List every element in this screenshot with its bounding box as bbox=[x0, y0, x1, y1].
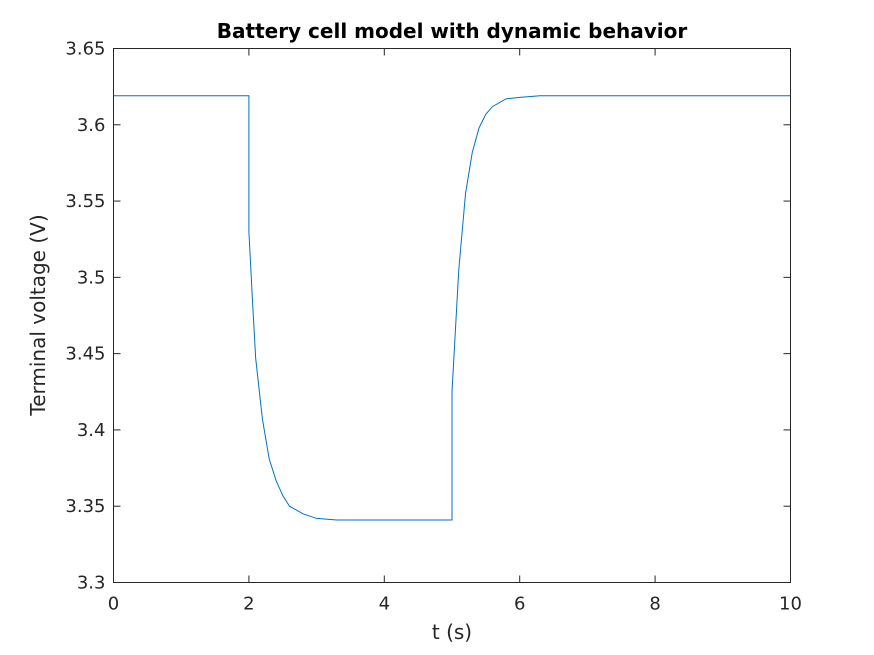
y-tick-label: 3.4 bbox=[77, 420, 106, 441]
x-tick-label: 0 bbox=[108, 594, 119, 615]
y-axis-label: Terminal voltage (V) bbox=[26, 214, 50, 416]
series-line bbox=[113, 95, 791, 521]
x-tick-label: 10 bbox=[779, 594, 802, 615]
y-tick-label: 3.35 bbox=[65, 496, 105, 517]
y-tick-label: 3.3 bbox=[77, 573, 106, 594]
chart-title: Battery cell model with dynamic behavior bbox=[217, 19, 688, 43]
axes-box bbox=[113, 48, 791, 583]
x-tick-label: 4 bbox=[379, 594, 390, 615]
y-tick-label: 3.65 bbox=[65, 39, 105, 60]
x-axis-label: t (s) bbox=[432, 620, 472, 644]
x-axis-ticks: 0 2 4 6 8 10 bbox=[108, 48, 802, 615]
y-tick-label: 3.45 bbox=[65, 344, 105, 365]
y-tick-label: 3.5 bbox=[77, 267, 106, 288]
x-tick-label: 2 bbox=[243, 594, 254, 615]
y-axis-ticks: 3.3 3.35 3.4 3.45 3.5 3.55 3.6 3.65 bbox=[65, 39, 791, 594]
x-tick-label: 6 bbox=[514, 594, 525, 615]
y-tick-label: 3.6 bbox=[77, 115, 106, 136]
x-tick-label: 8 bbox=[649, 594, 660, 615]
y-tick-label: 3.55 bbox=[65, 191, 105, 212]
